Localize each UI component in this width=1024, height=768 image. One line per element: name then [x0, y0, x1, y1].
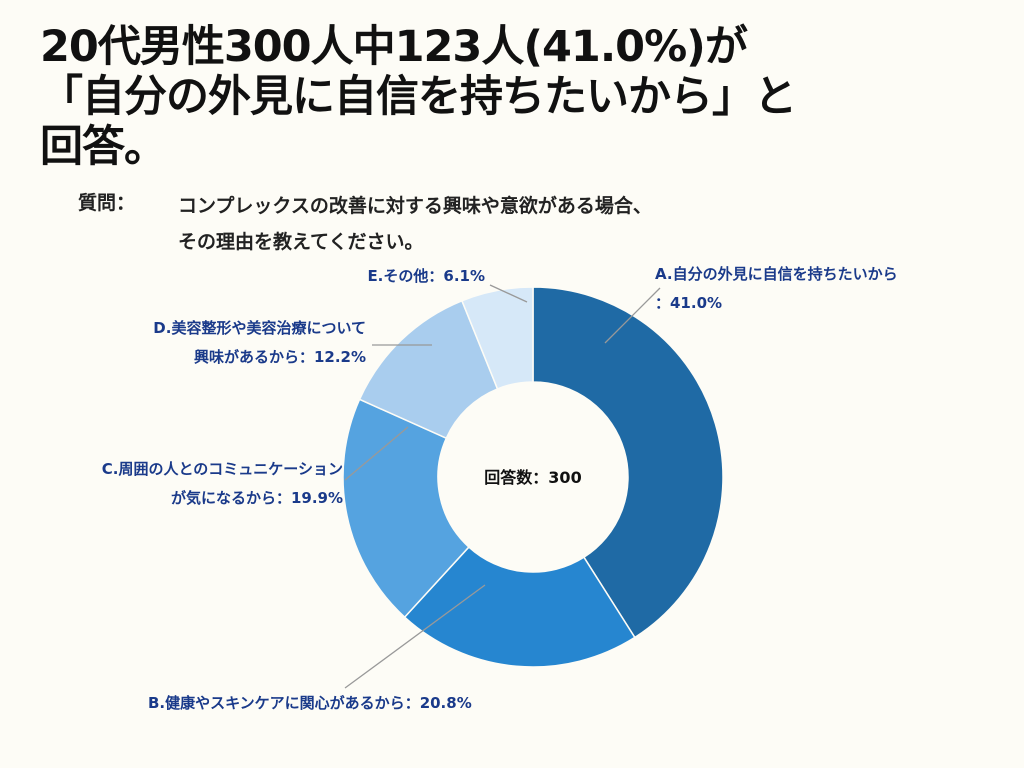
category-label: C.周囲の人とのコミュニケーション が気になるから	[101, 460, 343, 507]
leader-line	[344, 426, 409, 481]
leader-line	[489, 284, 528, 303]
leader-line	[344, 584, 486, 689]
question-label: 質問：	[78, 192, 136, 214]
category-label: B.健康やスキンケアに関心があるから	[148, 694, 405, 712]
chart-title: 20代男性300人中123人(41.0%)が 「自分の外見に自信を持ちたいから」…	[40, 22, 797, 172]
category-label: A.自分の外見に自信を持ちたいから	[655, 265, 898, 283]
leader-line	[604, 287, 661, 344]
donut-slice	[460, 286, 534, 390]
category-label: E.その他	[367, 267, 429, 285]
slice-label: E.その他：6.1%	[367, 262, 485, 291]
slice-label: D.美容整形や美容治療について 興味があるから：12.2%	[153, 314, 366, 372]
donut-slice	[403, 546, 636, 668]
slice-label: A.自分の外見に自信を持ちたいから ：41.0%	[655, 260, 898, 318]
value-label: ：41.0%	[655, 294, 723, 312]
center-label: 回答数：300	[484, 468, 582, 487]
value-label: ：12.2%	[298, 348, 366, 366]
donut-slice	[532, 286, 724, 639]
value-label: ：19.9%	[275, 489, 343, 507]
donut-slice	[342, 398, 470, 619]
category-label: D.美容整形や美容治療について 興味があるから	[153, 319, 366, 366]
slice-label: B.健康やスキンケアに関心があるから：20.8%	[148, 689, 472, 718]
question: コンプレックスの改善に対する興味や意欲がある場合、 その理由を教えてください。	[178, 195, 652, 253]
value-label: ：20.8%	[404, 694, 472, 712]
value-label: ：6.1%	[428, 267, 485, 285]
slice-label: C.周囲の人とのコミュニケーション が気になるから：19.9%	[102, 455, 343, 513]
